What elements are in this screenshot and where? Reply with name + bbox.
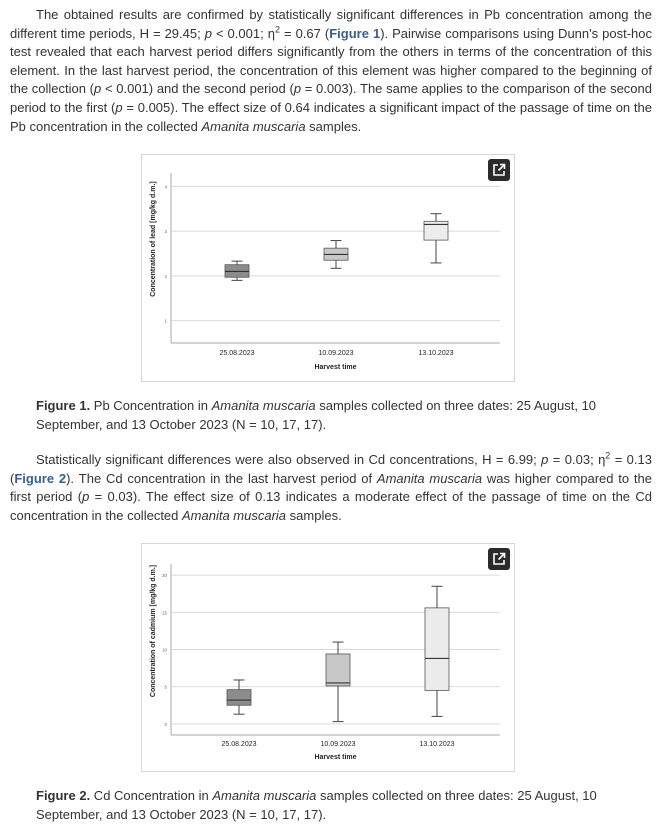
external-link-icon (493, 163, 506, 176)
text-span: = 0.005). The effect size of 0.64 indica… (10, 99, 652, 134)
box-1 (224, 260, 250, 281)
p-symbol: p (541, 452, 549, 467)
text-span: samples. (286, 507, 342, 523)
paragraph-cd-results: Statistically significant differences we… (10, 451, 652, 525)
x-tick-label: 25.08.2023 (219, 350, 254, 357)
text-span: < 0.001) and the second period ( (101, 81, 294, 97)
box-3 (424, 585, 450, 717)
y-tick-label: 10 (162, 648, 168, 653)
text-span: = 0.03). The effect size of 0.13 indicat… (10, 489, 652, 523)
superscript: 2 (605, 450, 611, 461)
y-tick-label: 0 (164, 722, 167, 727)
box-3 (423, 213, 449, 264)
superscript: 2 (274, 24, 280, 35)
text-span: ). Pairwise comparisons using Dunn's pos… (10, 25, 652, 97)
species-name: Amanita muscaria (201, 118, 306, 134)
text-span: The obtained results are confirmed by st… (10, 7, 652, 41)
species-name: Amanita muscaria (212, 788, 317, 803)
p-symbol: p (94, 81, 102, 97)
text-span: = 0.13 ( (10, 452, 652, 486)
y-axis-title: Concentration of lead [mg/kg d.m.] (150, 181, 157, 297)
figure-1-link[interactable]: Figure 1 (329, 25, 381, 41)
text-span: samples collected on three dates: 25 Aug… (36, 398, 597, 432)
x-tick-label: 10.09.2023 (320, 741, 355, 748)
p-symbol: p (115, 99, 123, 115)
text-span: = 0.03; η (548, 452, 606, 467)
figure-1: 1 2 3 4 Concentration of lead [mg/kg d.m.] Ha… (141, 154, 515, 382)
box-2 (325, 641, 351, 723)
y-tick-label: 1 (164, 319, 167, 324)
box-2 (323, 240, 349, 269)
x-axis-title: Harvest time (314, 364, 356, 371)
y-tick-label: 15 (162, 610, 168, 615)
y-tick-label: 3 (164, 229, 167, 234)
text-span: = 0.003). The same applies to the compar… (10, 81, 652, 115)
figure-2: 0 5 10 15 20 Concentration of cadmium [mg/kg … (141, 543, 515, 772)
species-name: Amanita muscaria (211, 398, 316, 413)
cd-boxplot-chart: 0 5 10 15 20 Concentration of cadmium [mg/kg … (150, 564, 500, 761)
y-tick-label: 2 (164, 274, 167, 279)
figure-1-caption: Figure 1. Pb Concentration in Amanita mu… (36, 397, 646, 434)
species-name: Amanita muscaria (182, 507, 287, 523)
text-span: was higher compared to the first period … (10, 470, 652, 505)
iqr-box (226, 689, 252, 706)
figure-2-link[interactable]: Figure 2 (14, 470, 67, 486)
species-name: Amanita muscaria (376, 470, 483, 486)
p-symbol: p (293, 81, 302, 97)
text-span: ). The Cd concentration in the last harv… (66, 470, 377, 486)
x-tick-label: 25.08.2023 (221, 741, 256, 748)
p-symbol: p (204, 25, 212, 41)
iqr-box (325, 653, 351, 687)
caption-label: Figure 2. (36, 788, 91, 803)
open-figure-2-button[interactable] (488, 548, 510, 570)
y-tick-label: 5 (164, 685, 167, 690)
text-span: Statistically significant differences we… (36, 452, 542, 467)
x-tick-label: 13.10.2023 (418, 350, 453, 357)
text-span: samples collected on three dates: 25 Aug… (36, 788, 597, 822)
box-1 (226, 679, 252, 715)
x-tick-label: 13.10.2023 (419, 741, 454, 748)
iqr-box (424, 607, 450, 691)
iqr-box (423, 220, 449, 241)
p-symbol: p (82, 489, 90, 505)
y-tick-label: 4 (164, 184, 167, 189)
figure-2-caption: Figure 2. Cd Concentration in Amanita mu… (36, 787, 646, 824)
text-span: < 0.001; η (211, 25, 275, 41)
external-link-icon (493, 552, 506, 565)
text-span: Cd Concentration in (90, 788, 213, 803)
paragraph-pb-results: The obtained results are confirmed by st… (10, 6, 652, 136)
y-axis-title: Concentration of cadmium [mg/kg d.m.] (150, 565, 157, 697)
caption-label: Figure 1. (36, 398, 91, 413)
text-span: = 0.67 ( (279, 25, 330, 41)
open-figure-1-button[interactable] (488, 159, 510, 181)
text-span: Pb Concentration in (90, 398, 212, 413)
pb-boxplot-chart: 1 2 3 4 Concentration of lead [mg/kg d.m.] Ha… (150, 173, 500, 371)
x-tick-label: 10.09.2023 (318, 350, 353, 357)
text-span: samples. (305, 118, 362, 134)
y-tick-label: 20 (162, 573, 168, 578)
x-axis-title: Harvest time (314, 754, 356, 761)
